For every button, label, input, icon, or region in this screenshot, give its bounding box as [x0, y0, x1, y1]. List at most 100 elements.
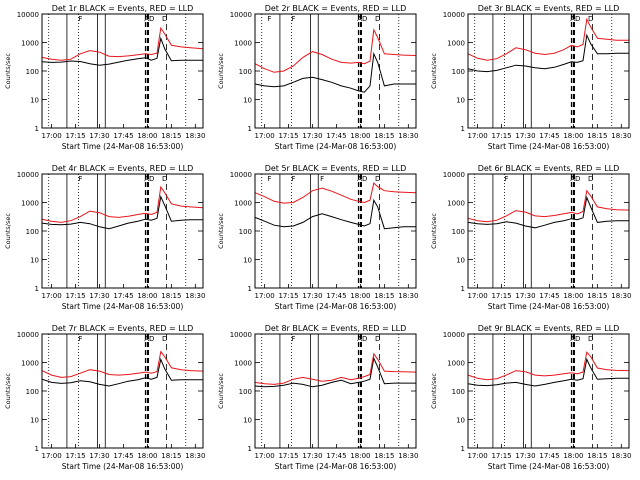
y-tick-label: 1000 [447, 40, 465, 48]
y-tick-label: 10000 [443, 331, 465, 339]
y-axis-label: Counts/sec [217, 53, 225, 89]
y-tick-label: 10 [243, 257, 252, 265]
flag-label: D [162, 175, 167, 183]
x-tick-label: 18:30 [611, 132, 631, 140]
x-tick-label: 18:15 [161, 292, 181, 300]
x-tick-label: 17:45 [539, 452, 559, 460]
marker-lines [261, 334, 400, 448]
series-line-black [254, 198, 416, 230]
flag-label: AD [357, 15, 367, 23]
y-tick-label: 1 [35, 285, 39, 293]
x-tick-label: 17:45 [113, 452, 133, 460]
x-tick-label: 17:00 [254, 132, 274, 140]
flag-label: F [320, 175, 324, 183]
detector-chart-7: F AD D 1 10 100 1000 10000 17:00 17:15 17:30 17:45 1… [4, 324, 205, 471]
series-line-black [41, 195, 203, 230]
y-axis-label: Counts/sec [430, 373, 438, 409]
detector-chart-3: AD D 1 10 100 1000 10000 17:00 17:15 17:30 17:45 18… [430, 4, 631, 151]
x-axis-label: Start Time (24-Mar-08 16:53:00) [275, 462, 397, 471]
x-axis-label: Start Time (24-Mar-08 16:53:00) [275, 142, 397, 151]
x-tick-label: 17:00 [41, 292, 61, 300]
flag-label: AD [144, 335, 154, 343]
x-tick-label: 18:15 [374, 132, 394, 140]
plot-frame [41, 13, 204, 129]
x-axis-label: Start Time (24-Mar-08 16:53:00) [62, 462, 184, 471]
chart-title: Det 4r BLACK = Events, RED = LLD [52, 164, 194, 173]
detector-chart-1: F AD D 1 10 100 1000 10000 17:00 17:15 17:30 17:45 1… [4, 4, 205, 151]
y-tick-label: 10000 [17, 171, 39, 179]
y-tick-label: 1000 [21, 200, 39, 208]
x-tick-label: 17:30 [89, 132, 109, 140]
x-axis-label: Start Time (24-Mar-08 16:53:00) [488, 142, 610, 151]
series-line-red [467, 351, 630, 381]
x-tick-label: 17:00 [467, 452, 487, 460]
y-tick-label: 100 [26, 228, 39, 236]
marker-lines [474, 14, 613, 128]
y-tick-label: 10 [456, 97, 465, 105]
x-tick-label: 17:15 [491, 132, 511, 140]
x-tick-label: 18:00 [350, 452, 370, 460]
y-tick-label: 100 [452, 68, 465, 76]
marker-lines [48, 14, 187, 128]
x-tick-label: 17:00 [467, 132, 487, 140]
series-line-black [41, 36, 203, 66]
x-tick-label: 17:15 [278, 132, 298, 140]
x-tick-label: 17:45 [539, 132, 559, 140]
y-tick-label: 1 [35, 125, 39, 133]
x-tick-label: 18:00 [350, 132, 370, 140]
x-tick-label: 17:30 [89, 452, 109, 460]
flag-label: D [162, 335, 167, 343]
y-axis-label: Counts/sec [4, 213, 12, 249]
x-tick-label: 18:00 [563, 452, 583, 460]
x-tick-label: 18:30 [611, 452, 631, 460]
flag-label: AD [144, 175, 154, 183]
x-tick-label: 18:00 [137, 452, 157, 460]
x-tick-label: 17:00 [254, 452, 274, 460]
series-line-red [467, 189, 630, 223]
x-tick-label: 18:30 [398, 292, 418, 300]
series-line-red [467, 17, 629, 61]
y-tick-label: 1000 [21, 40, 39, 48]
y-tick-label: 1000 [234, 40, 252, 48]
x-tick-label: 17:15 [278, 292, 298, 300]
y-tick-label: 1 [461, 445, 465, 453]
series-line-black [467, 357, 629, 387]
y-tick-label: 1 [461, 125, 465, 133]
y-axis-label: Counts/sec [4, 53, 12, 89]
y-tick-label: 1000 [234, 360, 252, 368]
flag-label: D [375, 175, 380, 183]
plot-frame [41, 173, 204, 289]
series-line-black [467, 195, 629, 229]
series-line-black [41, 357, 203, 387]
y-tick-label: 100 [452, 388, 465, 396]
y-tick-label: 100 [26, 68, 39, 76]
flag-label: F [78, 15, 82, 23]
y-tick-label: 10000 [17, 331, 39, 339]
flag-label: AD [570, 175, 580, 183]
y-tick-label: 100 [26, 388, 39, 396]
x-tick-label: 17:45 [326, 292, 346, 300]
x-tick-label: 18:30 [185, 132, 205, 140]
flag-label: AD [570, 335, 580, 343]
series-line-red [41, 350, 204, 378]
y-tick-label: 1 [248, 445, 252, 453]
series-line-black [467, 33, 629, 73]
flag-label: AD [570, 15, 580, 23]
x-tick-label: 17:00 [467, 292, 487, 300]
x-axis-label: Start Time (24-Mar-08 16:53:00) [488, 302, 610, 311]
x-tick-label: 18:15 [587, 292, 607, 300]
flag-label: D [162, 15, 167, 23]
y-tick-label: 1 [461, 285, 465, 293]
x-tick-label: 18:00 [137, 132, 157, 140]
series-line-red [41, 26, 204, 61]
y-axis-label: Counts/sec [4, 373, 12, 409]
y-tick-label: 10 [30, 257, 39, 265]
y-axis-label: Counts/sec [430, 53, 438, 89]
x-tick-label: 18:30 [398, 132, 418, 140]
y-tick-label: 10 [30, 97, 39, 105]
flag-label: AD [144, 15, 154, 23]
x-tick-label: 17:45 [113, 132, 133, 140]
y-tick-label: 100 [239, 68, 252, 76]
y-tick-label: 1000 [447, 200, 465, 208]
x-tick-label: 17:15 [491, 452, 511, 460]
